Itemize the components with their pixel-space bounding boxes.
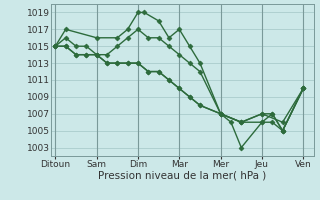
X-axis label: Pression niveau de la mer( hPa ): Pression niveau de la mer( hPa ) — [98, 171, 267, 181]
